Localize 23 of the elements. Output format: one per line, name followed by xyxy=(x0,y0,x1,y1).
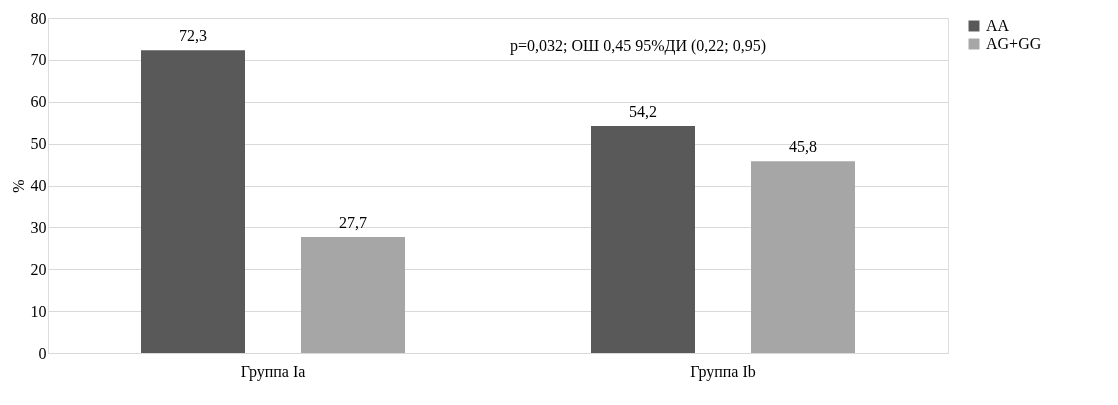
y-tick-label: 50 xyxy=(30,135,47,153)
y-axis-title: % xyxy=(9,179,27,193)
y-tick-label: 40 xyxy=(30,177,47,194)
x-tick-label: Группа Ia xyxy=(240,362,306,381)
bar xyxy=(751,161,855,353)
y-tick-label: 80 xyxy=(30,9,47,27)
bar xyxy=(591,126,695,353)
y-tick-label: 0 xyxy=(38,344,47,362)
data-label: 27,7 xyxy=(339,214,367,232)
data-label: 72,3 xyxy=(179,27,207,45)
bar xyxy=(301,237,405,353)
x-tick-label: Группа Ib xyxy=(690,362,756,381)
y-tick-label: 60 xyxy=(30,93,47,111)
y-tick-label: 70 xyxy=(30,51,47,69)
data-label: 45,8 xyxy=(789,138,817,156)
bar xyxy=(141,50,245,353)
legend-label: AG+GG xyxy=(986,35,1042,52)
y-tick-label: 20 xyxy=(30,260,47,278)
data-label: 54,2 xyxy=(629,103,657,121)
y-tick-label: 10 xyxy=(30,302,47,320)
legend-label: AA xyxy=(986,17,1010,34)
y-tick-label: 30 xyxy=(30,218,47,236)
annotation: p=0,032; ОШ 0,45 95%ДИ (0,22; 0,95) xyxy=(509,37,767,55)
